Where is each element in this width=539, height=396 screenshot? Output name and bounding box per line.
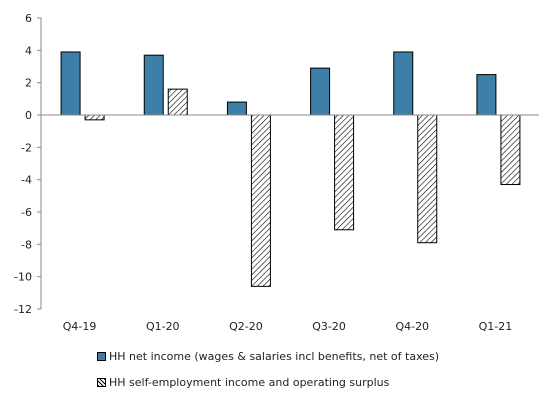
y-tick-label: -10 [14, 271, 32, 284]
legend-label-net-income: HH net income (wages & salaries incl ben… [109, 350, 440, 363]
bar-net-income [60, 51, 81, 116]
x-tick-label: Q1-21 [479, 320, 513, 333]
y-tick-label: -2 [21, 141, 32, 154]
legend-item-self-employment: HH self-employment income and operating … [97, 376, 389, 389]
x-tick-label: Q1-20 [146, 320, 180, 333]
bar-self-employment [417, 114, 438, 244]
y-tick-label: -6 [21, 206, 32, 219]
legend-swatch-self-employment [97, 378, 106, 387]
y-tick-label: 4 [25, 44, 32, 57]
bar-net-income [143, 54, 164, 116]
y-tick-label: -12 [14, 303, 32, 316]
y-tick-label: 6 [25, 12, 32, 25]
bar-net-income [476, 74, 497, 116]
x-tick-label: Q4-20 [395, 320, 429, 333]
bar-net-income [393, 51, 414, 116]
bars [60, 51, 521, 287]
y-tick-label: -4 [21, 174, 32, 187]
x-tick-label: Q4-19 [63, 320, 97, 333]
x-tick-label: Q2-20 [229, 320, 263, 333]
y-tick-label: 2 [25, 77, 32, 90]
y-axis: 6 4 2 0 -2 -4 -6 -8 -10 -12 [14, 12, 42, 316]
y-tick-label: 0 [25, 109, 32, 122]
bar-net-income [310, 67, 331, 116]
x-tick-label: Q3-20 [312, 320, 346, 333]
legend-swatch-net-income [97, 352, 106, 361]
bar-self-employment [250, 114, 271, 287]
bar-self-employment [167, 88, 188, 116]
bar-self-employment [334, 114, 355, 231]
legend-item-net-income: HH net income (wages & salaries incl ben… [97, 350, 439, 363]
bar-self-employment [84, 114, 105, 121]
x-axis: Q4-19 Q1-20 Q2-20 Q3-20 Q4-20 Q1-21 [41, 114, 539, 333]
legend-label-self-employment: HH self-employment income and operating … [109, 376, 390, 389]
bar-net-income [226, 101, 247, 116]
bar-self-employment [500, 114, 521, 186]
y-tick-label: -8 [21, 238, 32, 251]
